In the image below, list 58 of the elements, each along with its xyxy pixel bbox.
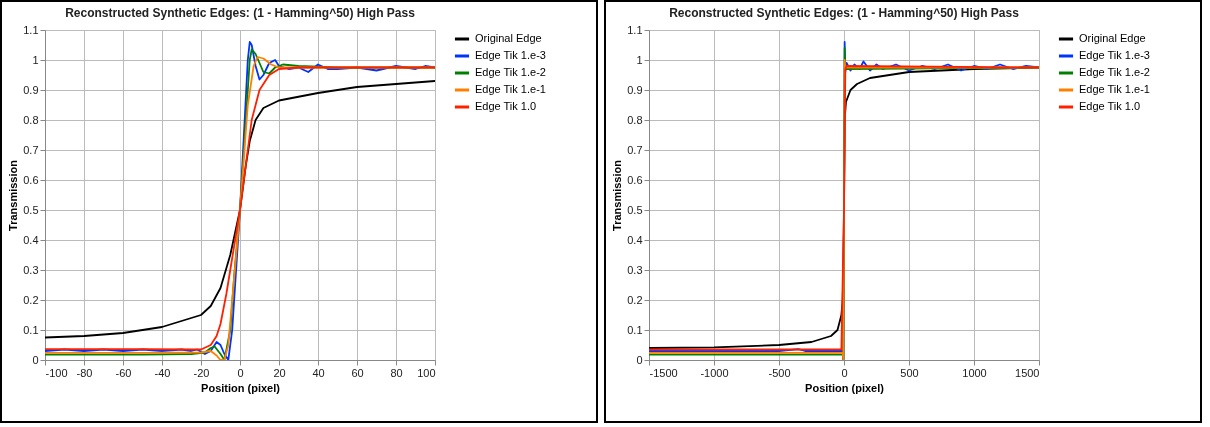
legend-label: Edge Tik 1.0 [1079, 100, 1141, 112]
x-tick-label: -60 [115, 366, 132, 379]
x-tick-label: -80 [76, 366, 93, 379]
y-tick-label: 0.9 [627, 83, 643, 96]
y-tick-label: 1.1 [23, 23, 39, 36]
legend-label: Edge Tik 1.e-1 [1079, 83, 1150, 95]
y-tick-label: 0.3 [627, 263, 643, 276]
y-tick-label: 0.7 [627, 143, 643, 156]
legend-label: Original Edge [475, 32, 542, 44]
y-tick-label: 0.6 [627, 173, 643, 186]
y-tick-label: 0.3 [23, 263, 39, 276]
legend-label: Original Edge [1079, 32, 1146, 44]
y-tick-label: 0.8 [627, 113, 643, 126]
legend-label: Edge Tik 1.e-2 [1079, 66, 1150, 78]
x-tick-label: 80 [390, 366, 403, 379]
x-tick-label: 500 [900, 366, 919, 379]
y-tick-label: 0 [636, 353, 643, 366]
legend-label: Edge Tik 1.0 [475, 100, 537, 112]
x-tick-label: -1000 [700, 366, 729, 379]
x-axis-title: Position (pixel) [805, 381, 885, 394]
x-tick-label: 40 [312, 366, 325, 379]
y-tick-label: 0.7 [23, 143, 39, 156]
y-axis-title: Transmission [7, 159, 20, 231]
x-axis-title: Position (pixel) [201, 381, 281, 394]
legend-label: Edge Tik 1.e-1 [475, 83, 546, 95]
x-tick-label: 0 [237, 366, 244, 379]
chart-title: Reconstructed Synthetic Edges: (1 - Hamming^50) High Pass [669, 6, 1020, 20]
x-tick-label: 0 [841, 366, 848, 379]
y-tick-label: 1 [636, 53, 643, 66]
y-tick-label: 0.5 [627, 203, 643, 216]
x-tick-label: -1500 [649, 366, 678, 379]
legend-label: Edge Tik 1.e-2 [475, 66, 546, 78]
y-tick-label: 0.2 [627, 293, 643, 306]
y-tick-label: 0 [32, 353, 39, 366]
y-tick-label: 1.1 [627, 23, 643, 36]
x-tick-label: -500 [768, 366, 791, 379]
x-tick-label: 100 [417, 366, 436, 379]
y-axis-title: Transmission [611, 159, 624, 231]
y-tick-label: 0.9 [23, 83, 39, 96]
y-tick-label: 0.4 [23, 233, 39, 246]
x-tick-label: -100 [45, 366, 68, 379]
y-tick-label: 0.1 [627, 323, 643, 336]
y-tick-label: 0.5 [23, 203, 39, 216]
x-tick-label: 60 [351, 366, 364, 379]
x-tick-label: 20 [273, 366, 286, 379]
legend-label: Edge Tik 1.e-3 [1079, 49, 1150, 61]
x-tick-label: -20 [193, 366, 210, 379]
x-tick-label: 1000 [962, 366, 987, 379]
y-tick-label: 0.1 [23, 323, 39, 336]
y-tick-label: 1 [32, 53, 39, 66]
legend-label: Edge Tik 1.e-3 [475, 49, 546, 61]
x-tick-label: -40 [154, 366, 171, 379]
x-tick-label: 1500 [1015, 366, 1040, 379]
y-tick-label: 0.2 [23, 293, 39, 306]
y-tick-label: 0.4 [627, 233, 643, 246]
y-tick-label: 0.6 [23, 173, 39, 186]
y-tick-label: 0.8 [23, 113, 39, 126]
chart-title: Reconstructed Synthetic Edges: (1 - Hamming^50) High Pass [65, 6, 416, 20]
